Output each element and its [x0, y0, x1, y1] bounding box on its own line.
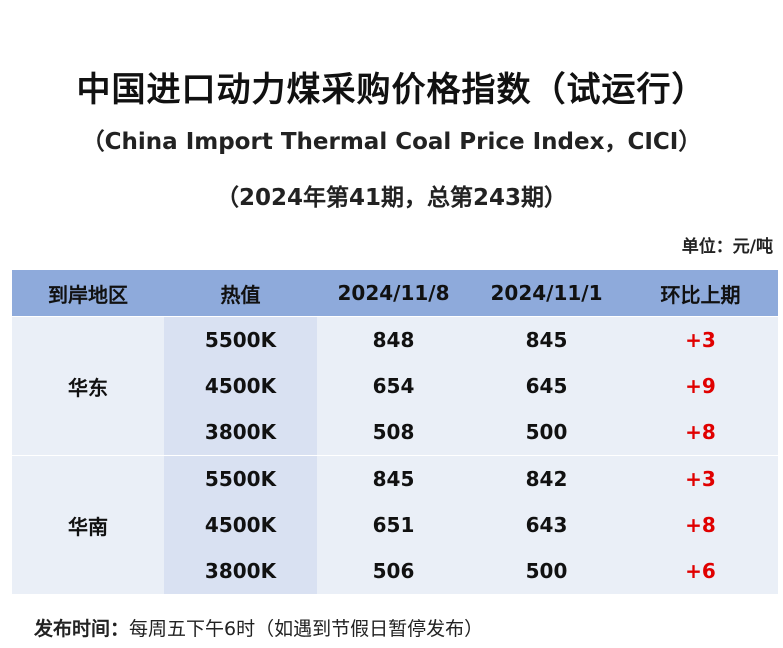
issue-number: （2024年第41期，总第243期）: [215, 185, 568, 211]
table-row: 5500K 845 842 +3: [164, 456, 778, 502]
region-group-east: 华东 5500K 848 845 +3 4500K 654 645 +9 380…: [12, 316, 778, 455]
change-cell: +6: [685, 559, 716, 583]
header-change: 环比上期: [660, 282, 741, 307]
change-cell: +3: [685, 328, 716, 352]
table-row: 4500K 654 645 +9: [164, 363, 778, 409]
unit-label: 单位：元/吨: [681, 237, 773, 257]
current-price-cell: 508: [372, 420, 415, 444]
heat-value-cell: 4500K: [164, 363, 317, 409]
region-label: 华东: [12, 317, 164, 455]
previous-price-cell: 845: [525, 328, 568, 352]
heat-value-cell: 3800K: [164, 409, 317, 455]
previous-price-cell: 500: [525, 420, 568, 444]
table-header: 到岸地区 热值 2024/11/8 2024/11/1 环比上期: [12, 270, 778, 316]
header-current-date: 2024/11/8: [337, 281, 450, 305]
region-label: 华南: [12, 456, 164, 594]
previous-price-cell: 842: [525, 467, 568, 491]
table-row: 3800K 508 500 +8: [164, 409, 778, 455]
current-price-cell: 651: [372, 513, 415, 537]
previous-price-cell: 643: [525, 513, 568, 537]
heat-value-cell: 3800K: [164, 548, 317, 594]
change-cell: +8: [685, 513, 716, 537]
publish-note: 发布时间：每周五下午6时（如遇到节假日暂停发布）: [34, 614, 483, 641]
previous-price-cell: 500: [525, 559, 568, 583]
page-subtitle: （China Import Thermal Coal Price Index，C…: [81, 129, 702, 155]
table-row: 4500K 651 643 +8: [164, 502, 778, 548]
change-cell: +8: [685, 420, 716, 444]
table-row: 5500K 848 845 +3: [164, 317, 778, 363]
publish-note-label: 发布时间：: [34, 618, 130, 640]
page-title: 中国进口动力煤采购价格指数（试运行）: [76, 70, 707, 110]
current-price-cell: 506: [372, 559, 415, 583]
header-heat-value: 热值: [220, 282, 261, 307]
publish-note-text: 每周五下午6时（如遇到节假日暂停发布）: [129, 618, 484, 640]
heat-value-cell: 5500K: [164, 317, 317, 363]
current-price-cell: 848: [372, 328, 415, 352]
change-cell: +3: [685, 467, 716, 491]
previous-price-cell: 645: [525, 374, 568, 398]
price-table: 到岸地区 热值 2024/11/8 2024/11/1 环比上期 华东 5500…: [12, 270, 778, 594]
header-region: 到岸地区: [48, 282, 128, 307]
region-group-south: 华南 5500K 845 842 +3 4500K 651 643 +8 380…: [12, 455, 778, 594]
heat-value-cell: 5500K: [164, 456, 317, 502]
heat-value-cell: 4500K: [164, 502, 317, 548]
header-previous-date: 2024/11/1: [490, 281, 603, 305]
change-cell: +9: [685, 374, 716, 398]
current-price-cell: 654: [372, 374, 415, 398]
table-row: 3800K 506 500 +6: [164, 548, 778, 594]
current-price-cell: 845: [372, 467, 415, 491]
